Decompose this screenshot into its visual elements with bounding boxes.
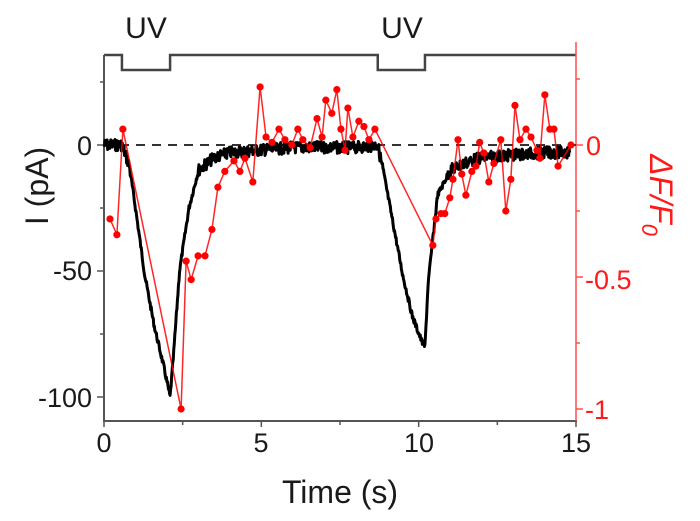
fluorescence-marker <box>485 178 493 186</box>
fluorescence-marker <box>429 241 437 249</box>
y-tick-m50: -50 <box>53 256 92 286</box>
fluorescence-marker <box>106 215 114 223</box>
fluorescence-marker <box>275 125 283 133</box>
fluorescence-marker <box>355 117 363 125</box>
fluorescence-marker <box>349 133 357 141</box>
fluorescence-marker <box>441 210 449 218</box>
fluorescence-marker <box>507 175 515 183</box>
fluorescence-marker <box>187 276 195 284</box>
fluorescence-marker <box>294 125 302 133</box>
fluorescence-marker <box>262 133 270 141</box>
fluorescence-marker <box>322 96 330 104</box>
x-tick-labels: 0 5 10 15 <box>96 428 591 458</box>
fluorescence-marker <box>468 167 476 175</box>
fluorescence-marker <box>208 225 216 234</box>
fluorescence-marker <box>113 231 121 239</box>
fluorescence-marker <box>288 141 296 149</box>
y2-axis-title-main: ΔF/F <box>643 153 679 226</box>
fluorescence-marker <box>567 141 575 149</box>
fluorescence-marker <box>299 136 307 144</box>
svg-text:ΔF/F0: ΔF/F0 <box>637 153 679 236</box>
y2-axis-title-sub: 0 <box>637 224 662 237</box>
fluorescence-marker <box>511 101 519 109</box>
fluorescence-marker <box>516 136 524 144</box>
y-tick-labels: 0 -50 -100 <box>38 131 92 413</box>
fluorescence-marker <box>221 167 229 175</box>
fluorescence-marker <box>449 175 457 183</box>
y2-axis-title: ΔF/F0 <box>637 153 679 236</box>
fluorescence-marker <box>333 85 341 94</box>
fluorescence-marker <box>328 109 336 117</box>
fluorescence-marker <box>497 136 505 144</box>
fluorescence-marker <box>177 405 185 413</box>
x-tick-10: 10 <box>404 428 434 458</box>
fluorescence-marker <box>490 159 498 168</box>
fluorescence-marker <box>476 138 484 146</box>
fluorescence-marker <box>281 136 289 144</box>
fluorescence-marker <box>472 162 480 170</box>
fluorescence-marker <box>365 136 373 144</box>
fluorescence-marker <box>306 144 314 152</box>
fluorescence-marker <box>236 167 244 175</box>
fluorescence-marker <box>432 215 440 223</box>
fluorescence-marker <box>522 125 530 133</box>
x-tick-5: 5 <box>253 428 268 458</box>
fluorescence-marker <box>182 257 190 265</box>
fluorescence-marker <box>341 146 349 154</box>
x-tick-15: 15 <box>561 428 591 458</box>
fluorescence-trace <box>106 83 575 413</box>
uv-label-1: UV <box>125 12 167 45</box>
y-axis-title: I (pA) <box>19 147 55 225</box>
fluorescence-marker <box>480 149 488 157</box>
fluorescence-marker <box>230 157 238 165</box>
x-tick-0: 0 <box>96 428 111 458</box>
fluorescence-marker <box>194 252 202 260</box>
fluorescence-marker <box>462 191 470 199</box>
fluorescence-marker <box>337 125 345 133</box>
fluorescence-marker <box>119 125 127 133</box>
uv-stimulus-trace <box>104 53 576 72</box>
x-axis-title: Time (s) <box>282 474 398 510</box>
fluorescence-marker <box>554 162 562 170</box>
fluorescence-marker <box>249 178 257 186</box>
y-tick-m100: -100 <box>38 383 92 413</box>
fluorescence-marker <box>527 133 535 141</box>
fluorescence-marker <box>344 104 352 112</box>
fluorescence-marker <box>446 194 454 202</box>
fluorescence-marker <box>541 91 549 99</box>
fluorescence-marker <box>454 136 462 144</box>
fluorescence-marker <box>268 138 276 146</box>
fluorescence-marker <box>536 154 544 162</box>
fluorescence-marker <box>214 183 222 191</box>
y-tick-0: 0 <box>77 131 92 161</box>
fluorescence-marker <box>256 83 264 91</box>
fluorescence-marker <box>533 146 541 154</box>
fluorescence-marker <box>201 252 209 260</box>
y2-tick-m1: -1 <box>585 395 609 425</box>
fluorescence-marker <box>241 154 249 162</box>
fluorescence-marker <box>371 125 379 133</box>
fluorescence-marker <box>360 122 368 131</box>
fluorescence-marker <box>313 115 321 123</box>
y2-tick-labels: 0 -0.5 -1 <box>585 131 632 425</box>
fluorescence-marker <box>318 133 326 141</box>
y2-tick-0: 0 <box>586 131 601 161</box>
fluorescence-marker <box>550 125 558 133</box>
y2-tick-m05: -0.5 <box>585 265 632 295</box>
fluorescence-marker <box>458 170 466 178</box>
axes <box>97 42 583 427</box>
current-trace <box>102 138 572 397</box>
fluorescence-marker <box>502 207 510 215</box>
uv-label-2: UV <box>381 12 423 45</box>
